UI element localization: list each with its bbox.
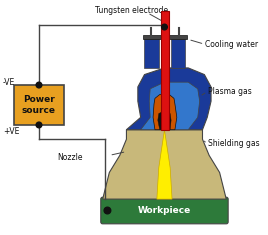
Text: Plasma gas: Plasma gas [208, 87, 252, 96]
Polygon shape [153, 94, 177, 130]
Polygon shape [141, 82, 200, 130]
FancyBboxPatch shape [101, 197, 228, 224]
Text: Workpiece: Workpiece [138, 206, 191, 215]
Text: Tungsten electrode: Tungsten electrode [95, 6, 168, 15]
Text: Cooling water: Cooling water [205, 40, 258, 49]
Polygon shape [103, 130, 226, 199]
Polygon shape [126, 68, 211, 130]
Polygon shape [158, 111, 171, 130]
FancyBboxPatch shape [14, 85, 64, 125]
Text: Shielding gas: Shielding gas [208, 139, 260, 149]
Bar [144, 39, 159, 68]
Text: Nozzle: Nozzle [57, 153, 83, 162]
Text: +VE: +VE [3, 127, 19, 136]
Bar [143, 35, 187, 39]
Text: Power
source: Power source [22, 95, 56, 115]
Bar [171, 39, 185, 68]
Circle shape [36, 122, 42, 128]
Circle shape [162, 24, 167, 30]
Bar [161, 11, 169, 130]
Circle shape [104, 207, 111, 214]
Circle shape [36, 82, 42, 88]
Text: -VE: -VE [3, 78, 15, 87]
Polygon shape [157, 130, 172, 199]
